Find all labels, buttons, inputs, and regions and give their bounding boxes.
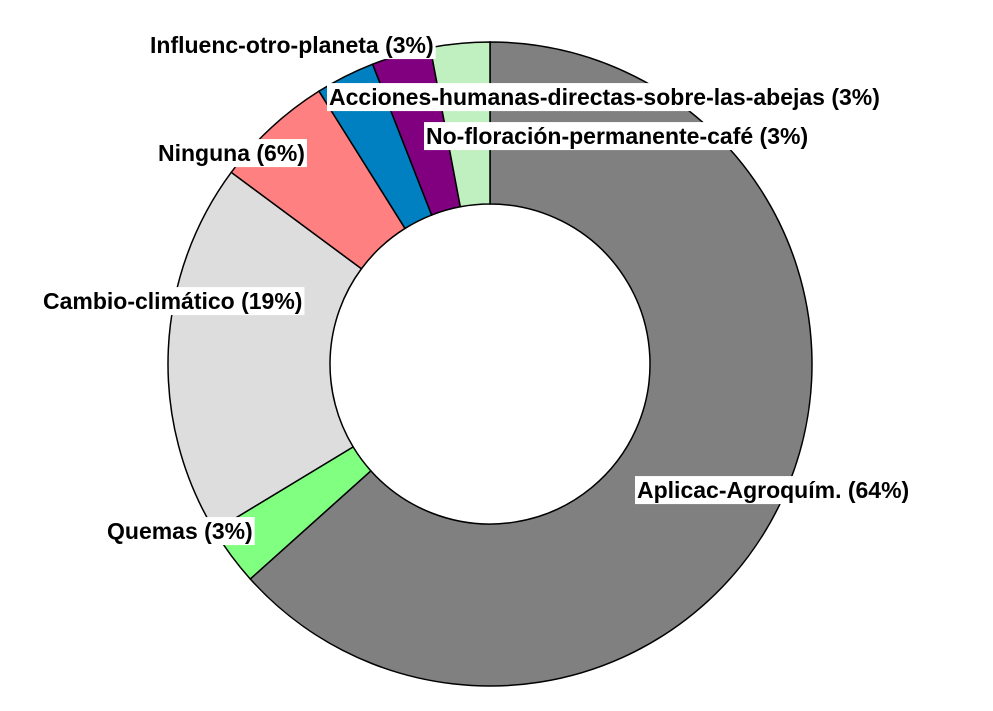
slice-label: Acciones-humanas-directas-sobre-las-abej… [329, 84, 880, 110]
slice-label: Cambio-climático (19%) [43, 288, 302, 314]
slice-label: Aplicac-Agroquím. (64%) [637, 477, 909, 503]
slice-label-group: Influenc-otro-planeta (3%) [148, 31, 436, 60]
slice-label-background [148, 31, 436, 60]
slice-label-background [41, 287, 305, 316]
slice-label-group: Acciones-humanas-directas-sobre-las-abej… [327, 83, 882, 112]
slice-label: Influenc-otro-planeta (3%) [150, 32, 434, 58]
slice-label-group: Aplicac-Agroquím. (64%) [635, 476, 912, 505]
slice-label-background [105, 517, 255, 546]
slice-label-group: Cambio-climático (19%) [41, 287, 305, 316]
slice-label-background [156, 139, 307, 168]
slice-label-background [635, 476, 912, 505]
slice-aplicac-agroqu-m- [249, 41, 813, 687]
slice-label: No-floración-permanente-café (3%) [426, 123, 808, 149]
slice-label: Quemas (3%) [107, 518, 253, 544]
labels-layer: Aplicac-Agroquím. (64%) Quemas (3%) Cambio… [41, 31, 912, 546]
slice-label-group: No-floración-permanente-café (3%) [424, 122, 811, 151]
slice-label-group: Ninguna (6%) [156, 139, 307, 168]
slice-label-group: Quemas (3%) [105, 517, 255, 546]
slice-cambio-clim-tico [167, 171, 363, 532]
slice-label-background [424, 122, 811, 151]
slice-label-background [327, 83, 882, 112]
slice-label: Ninguna (6%) [158, 140, 305, 166]
